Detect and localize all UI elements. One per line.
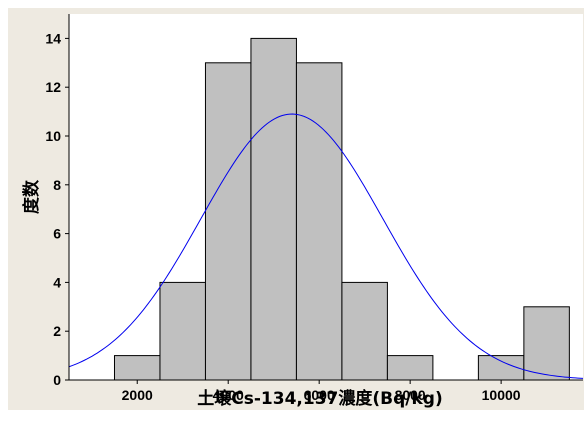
y-axis-title: 度数: [21, 179, 42, 214]
histogram-bar: [113, 355, 161, 381]
histogram-bar: [295, 62, 343, 381]
normal-fit-curve: [68, 113, 584, 379]
x-tick-label: 10000: [482, 387, 521, 403]
y-tick-label: 0: [53, 372, 61, 388]
histogram-bar: [341, 281, 388, 381]
x-tick-label: 6000: [304, 387, 335, 403]
histogram-bar: [159, 281, 206, 381]
histogram-bar: [204, 62, 252, 381]
y-tick-label: 4: [53, 274, 61, 290]
y-tick-label: 10: [45, 128, 61, 144]
fit-curve-layer: [68, 113, 584, 379]
axes-layer: 0 2 4 6 8 10 12 14 2000 4000 6000 8000 10000: [45, 14, 583, 403]
x-tick-label: 8000: [395, 387, 426, 403]
y-tick-label: 2: [53, 323, 61, 339]
x-tick-label: 4000: [213, 387, 244, 403]
histogram-bar: [250, 37, 297, 381]
y-tick-label: 6: [53, 226, 61, 242]
y-tick-label: 12: [45, 79, 61, 95]
y-tick-label: 14: [45, 30, 61, 46]
x-tick-label: 2000: [122, 387, 153, 403]
histogram-bar: [523, 306, 570, 381]
histogram-bar: [386, 355, 434, 381]
y-tick-label: 8: [53, 177, 61, 193]
x-axis-title: 土壌Cs-134,137濃度(Bq/kg): [197, 388, 442, 409]
